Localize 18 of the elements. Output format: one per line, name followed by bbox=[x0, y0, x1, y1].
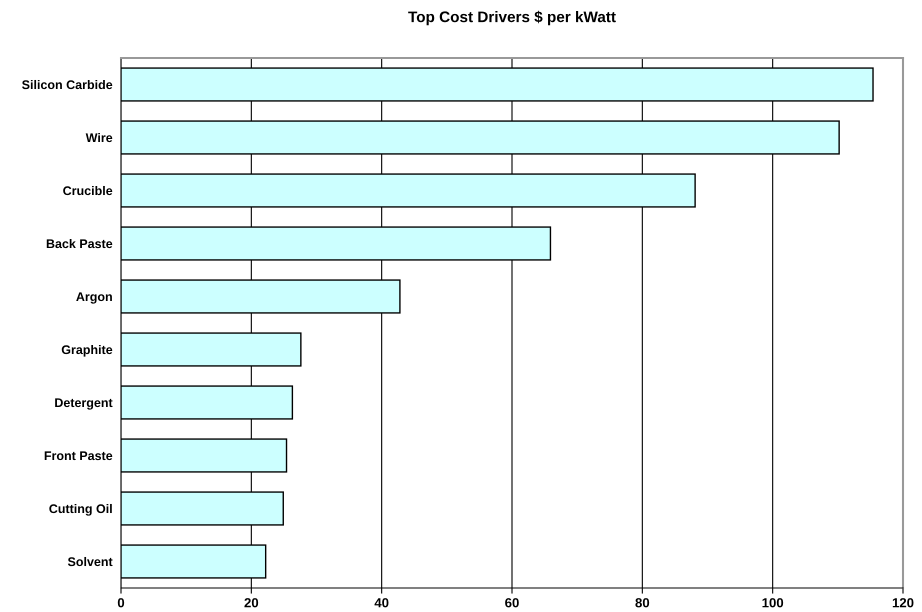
y-tick-label: Crucible bbox=[63, 186, 112, 196]
y-tick-label: Argon bbox=[76, 292, 112, 304]
y-tick-label: Solvent bbox=[68, 556, 113, 566]
x-tick-label: 120 bbox=[892, 598, 914, 608]
y-tick-label: Silicon Carbide bbox=[22, 80, 112, 90]
x-tick-label: 80 bbox=[635, 598, 650, 608]
x-tick-label: 40 bbox=[374, 598, 388, 608]
x-tick-label: 20 bbox=[244, 598, 258, 608]
x-tick-label: 100 bbox=[762, 598, 784, 608]
y-tick-label: Cutting Oil bbox=[49, 504, 112, 516]
y-tick-label: Back Paste bbox=[46, 238, 112, 248]
x-tick-label: 60 bbox=[505, 598, 519, 608]
y-tick-label: Wire bbox=[86, 132, 112, 142]
x-tick-label: 0 bbox=[118, 598, 124, 608]
y-tick-label: Detergent bbox=[55, 398, 113, 410]
y-tick-label: Front Paste bbox=[44, 451, 112, 460]
chart-title: Top Cost Drivers $ per kWatt bbox=[408, 10, 616, 26]
y-tick-label: Graphite bbox=[62, 344, 112, 357]
